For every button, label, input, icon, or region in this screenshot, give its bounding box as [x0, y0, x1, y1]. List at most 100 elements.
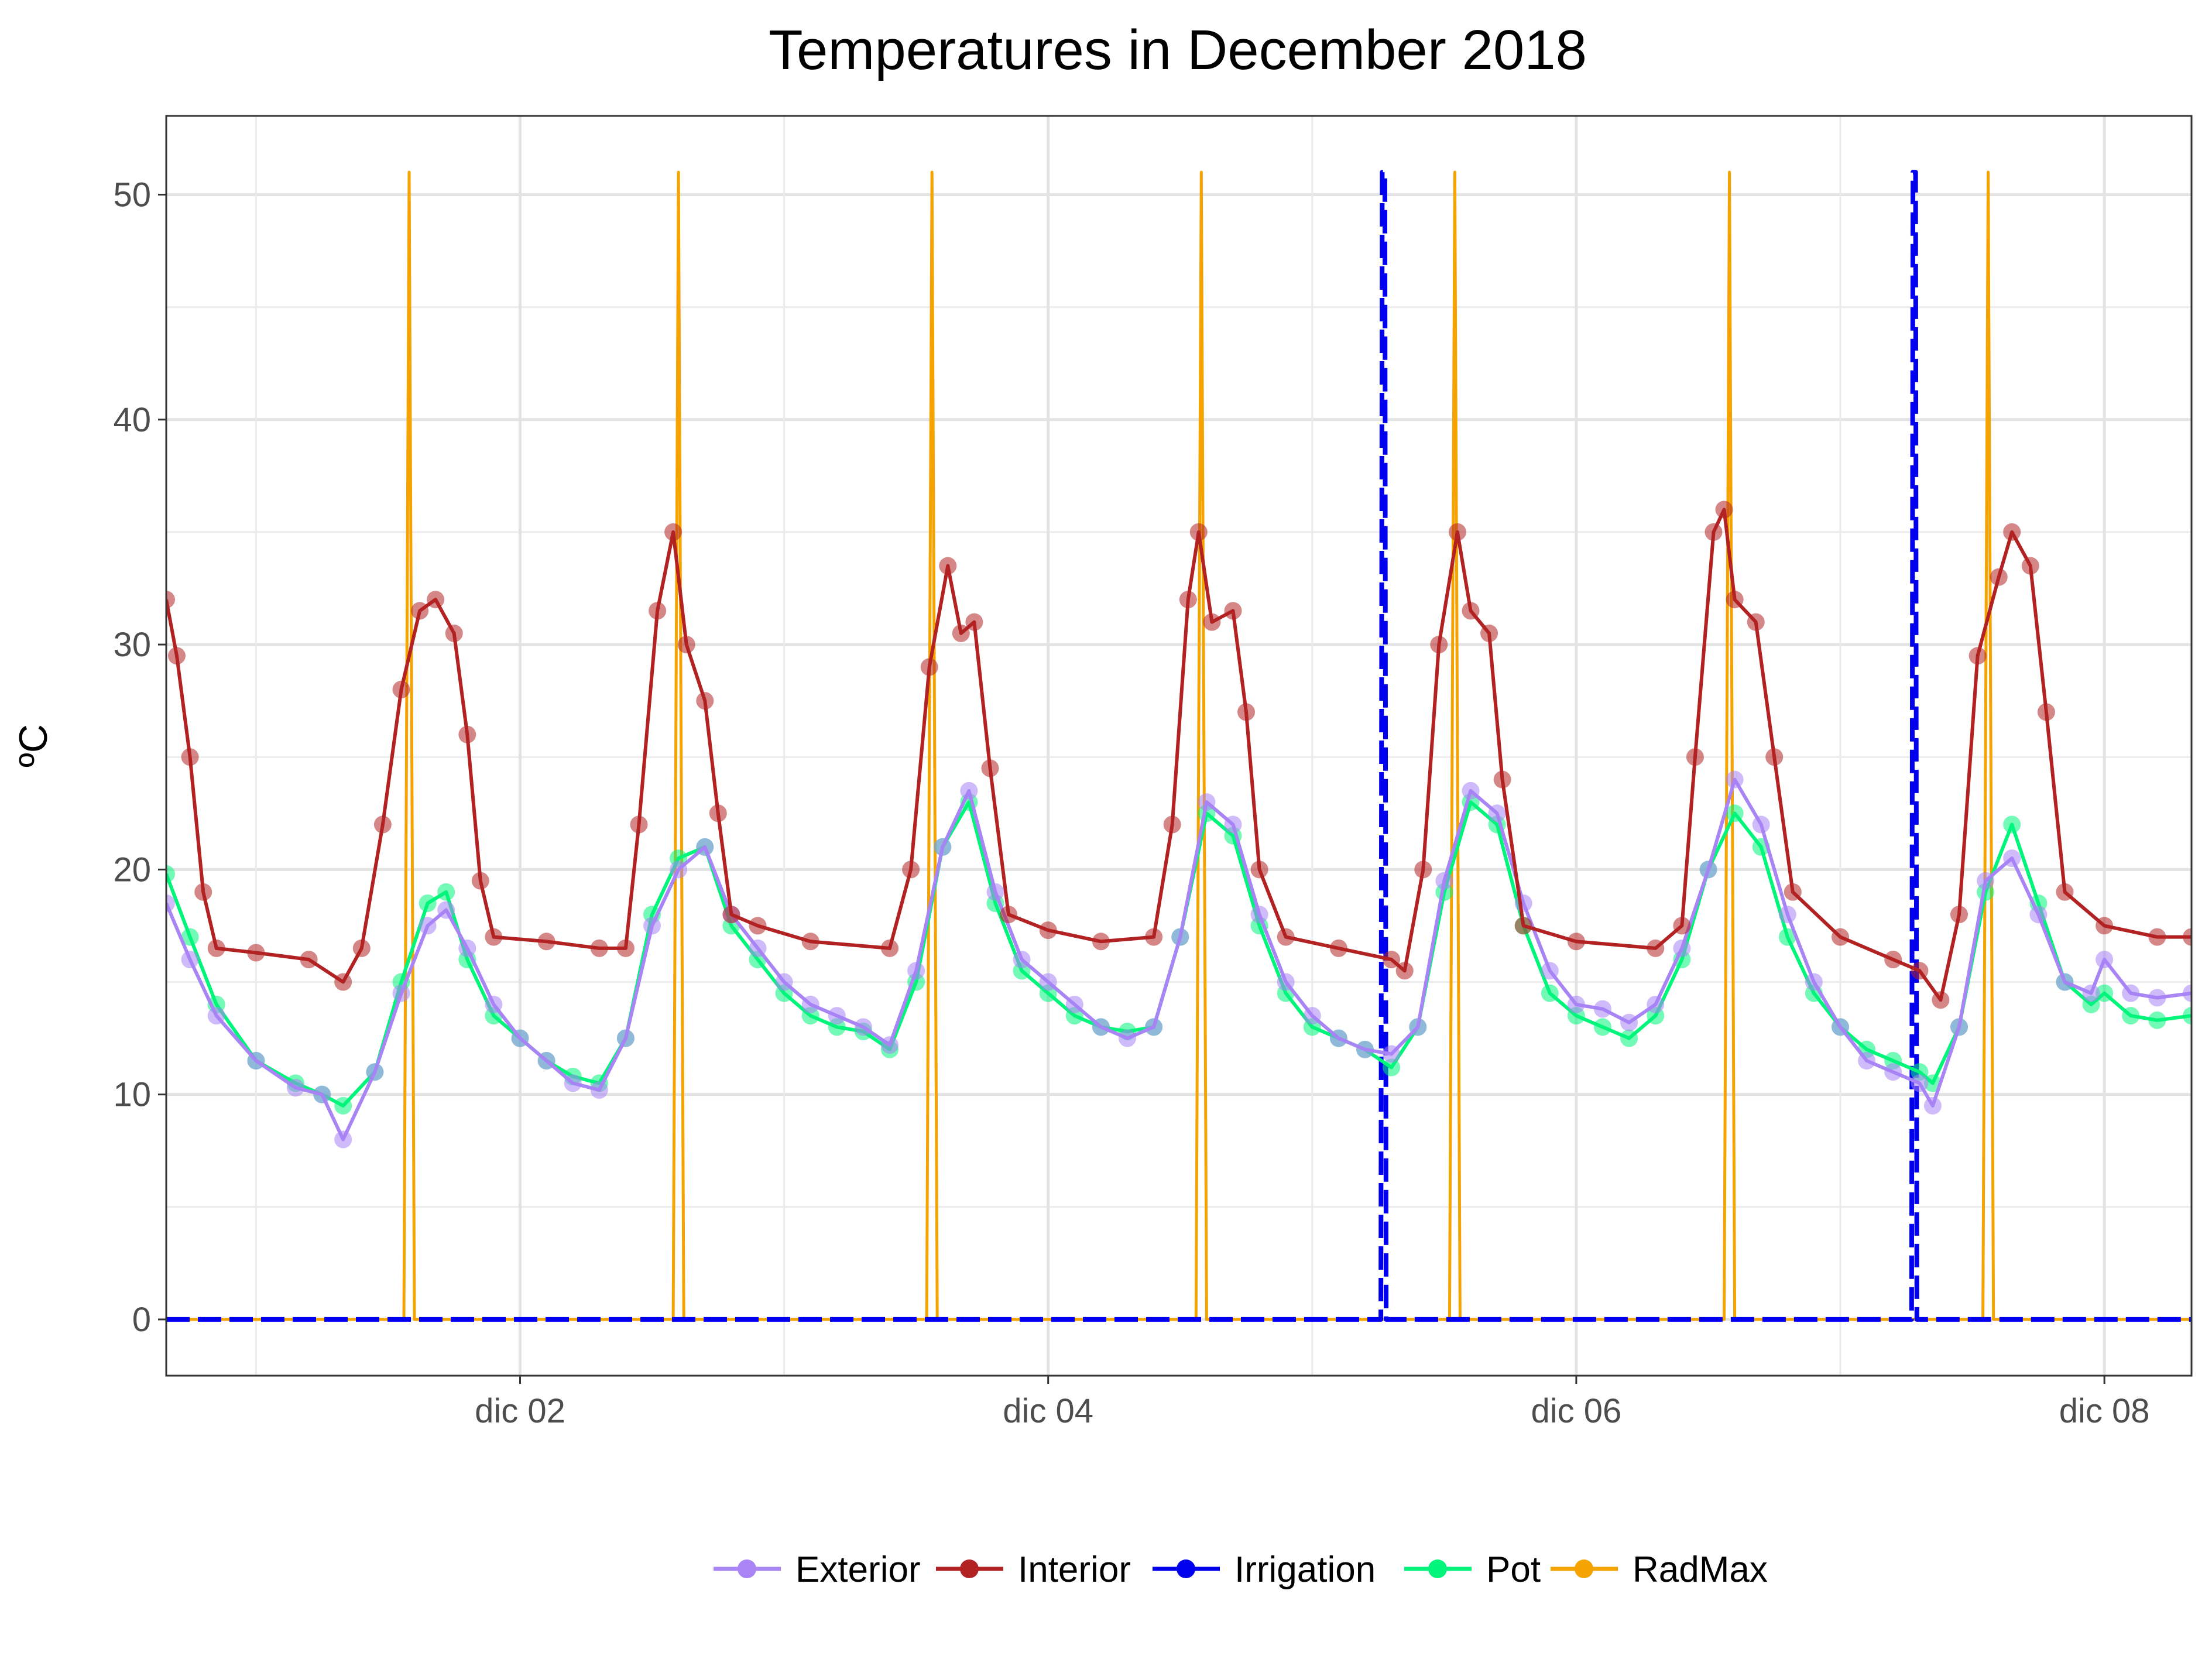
chart-title: Temperatures in December 2018 [769, 19, 1587, 81]
series-interior-point [1747, 613, 1765, 631]
legend-key-point [738, 1559, 756, 1578]
series-exterior-point [537, 1052, 555, 1070]
series-exterior-point [313, 1085, 331, 1103]
series-interior-point [981, 759, 999, 777]
series-pot-point [1778, 928, 1796, 946]
series-interior-point [1911, 962, 1929, 980]
series-interior-point [952, 624, 970, 642]
series-interior-point [168, 647, 186, 665]
series-pot-point [1620, 1029, 1638, 1047]
series-exterior-point [934, 838, 952, 856]
series-exterior-point [749, 939, 767, 957]
axis-layer: 0 10 20 30 40 50 dic 02 dic 04 dic 06 dic 08 [113, 176, 2149, 1431]
series-interior-point [411, 602, 429, 620]
series-interior-point [1250, 861, 1268, 879]
series-interior-point [1884, 951, 1902, 969]
series-exterior-point [1567, 995, 1585, 1013]
series-interior-point [2003, 523, 2021, 541]
series-exterior-point [907, 962, 925, 980]
legend-item-radmax: RadMax [1551, 1550, 1768, 1590]
series-interior-point [1932, 991, 1950, 1009]
series-pot-point [1726, 804, 1744, 822]
series-exterior-point [1303, 1007, 1321, 1025]
series-interior-point [590, 939, 608, 957]
series-exterior-point [1950, 1018, 1968, 1036]
series-pot-point [1541, 984, 1559, 1002]
series-interior-point [749, 917, 767, 935]
series-interior-point [352, 939, 371, 957]
series-interior-line [166, 508, 2192, 1002]
series-interior-point [1726, 591, 1744, 609]
series-exterior-point [2003, 849, 2021, 868]
series-exterior-point [392, 984, 410, 1002]
series-exterior-point [1752, 815, 1770, 834]
series-exterior-point [2029, 906, 2048, 924]
x-tick-label: dic 06 [1531, 1392, 1622, 1430]
series-exterior-point [854, 1018, 872, 1036]
series-pot-point [2096, 984, 2114, 1002]
series-exterior-point [2082, 984, 2100, 1002]
series-interior-point [1203, 613, 1221, 631]
series-interior-point [1237, 703, 1255, 721]
series-exterior-point [1092, 1018, 1110, 1036]
series-exterior-point [1923, 1096, 1942, 1115]
series-interior-point [458, 725, 476, 743]
series-exterior-point [437, 901, 455, 919]
y-tick-label: 0 [132, 1301, 151, 1339]
series-exterior-point [986, 883, 1004, 901]
series-interior-point [1000, 906, 1017, 924]
series-exterior-point [181, 951, 199, 969]
legend-label: RadMax [1633, 1550, 1768, 1590]
series-exterior-point [1145, 1018, 1163, 1036]
series-pot-point [2183, 1007, 2192, 1025]
legend-item-irrigation: Irrigation [1153, 1550, 1376, 1590]
series-exterior-point [1647, 995, 1665, 1013]
y-tick-label: 40 [113, 401, 151, 439]
series-interior-point [1462, 602, 1480, 620]
series-interior-point [881, 939, 898, 957]
series-exterior-point [1858, 1052, 1876, 1070]
series-interior-point [1950, 906, 1968, 924]
series-pot-point [2003, 815, 2021, 834]
series-irrigation-line [166, 170, 2192, 1322]
series-exterior-point [1224, 815, 1242, 834]
series-pot-point [1383, 1058, 1401, 1077]
series-exterior-point [775, 973, 793, 991]
series-pot-point [181, 928, 199, 946]
series-exterior-point [419, 917, 437, 935]
series-exterior-point [881, 1036, 898, 1054]
series-interior-point [722, 906, 740, 924]
legend-label: Irrigation [1234, 1550, 1376, 1590]
series-interior-point [1448, 523, 1466, 541]
legend: Exterior Interior Irrigation Pot RadMax [714, 1550, 1768, 1590]
series-pot-point [2122, 1007, 2140, 1025]
series-exterior-point [1541, 962, 1559, 980]
series-interior-point [1784, 883, 1802, 901]
series-exterior-point [1832, 1018, 1849, 1036]
series-exterior-point [207, 1007, 225, 1025]
series-interior-point [1493, 770, 1511, 789]
series-interior-point [1686, 748, 1704, 766]
series-pot-point [2148, 1011, 2166, 1029]
series-interior-point [247, 944, 265, 962]
series-interior-point [1514, 917, 1532, 935]
series-interior-point [1179, 591, 1197, 609]
series-interior-point [696, 692, 714, 710]
series-exterior-point [2122, 984, 2140, 1002]
series-interior-point [1329, 939, 1347, 957]
series-exterior-point [1673, 939, 1691, 957]
series-clip-group [166, 170, 2192, 1322]
series-interior-point [677, 636, 695, 654]
series-exterior-point [1171, 928, 1189, 946]
series-interior-point [166, 591, 175, 609]
series-exterior-point [1198, 793, 1216, 811]
series-exterior-point [166, 894, 175, 912]
series-exterior-point [1039, 973, 1057, 991]
series-interior-point [2183, 928, 2192, 946]
series-exterior-point [1488, 804, 1506, 822]
series-interior-point [709, 804, 727, 822]
series-exterior-point [1119, 1029, 1136, 1047]
series-exterior-point [2148, 989, 2166, 1007]
series-interior-point [427, 591, 445, 609]
